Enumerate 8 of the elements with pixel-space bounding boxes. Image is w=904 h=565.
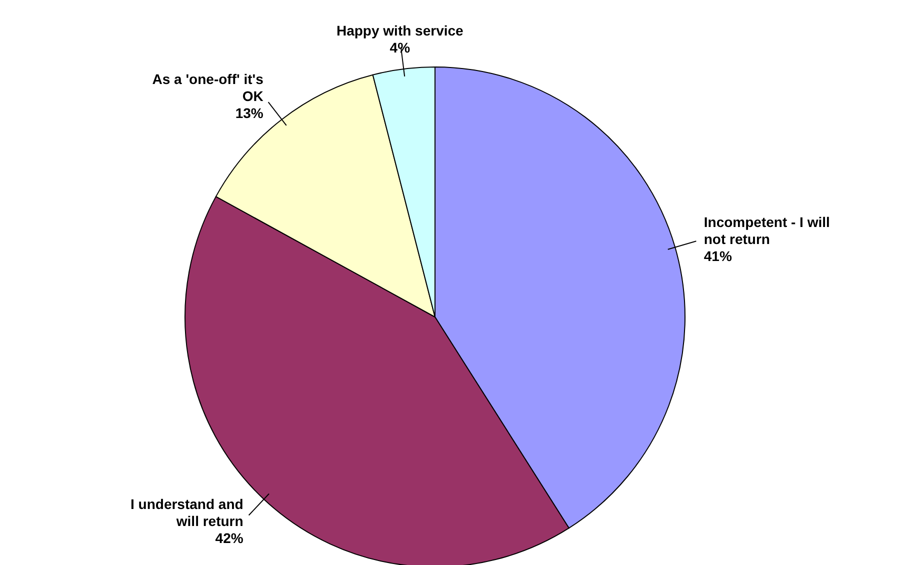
slice-label: Incompetent - I will not return [704,214,830,247]
data-label: 4% [390,40,411,56]
slice-label: Happy with service [336,22,464,39]
slice-label: I understand and will return [130,496,244,530]
data-label: 42% [215,530,244,546]
data-label: 13% [235,104,264,121]
data-label: 41% [704,248,732,264]
slice-label: As a 'one-off' it's OK [152,70,264,104]
